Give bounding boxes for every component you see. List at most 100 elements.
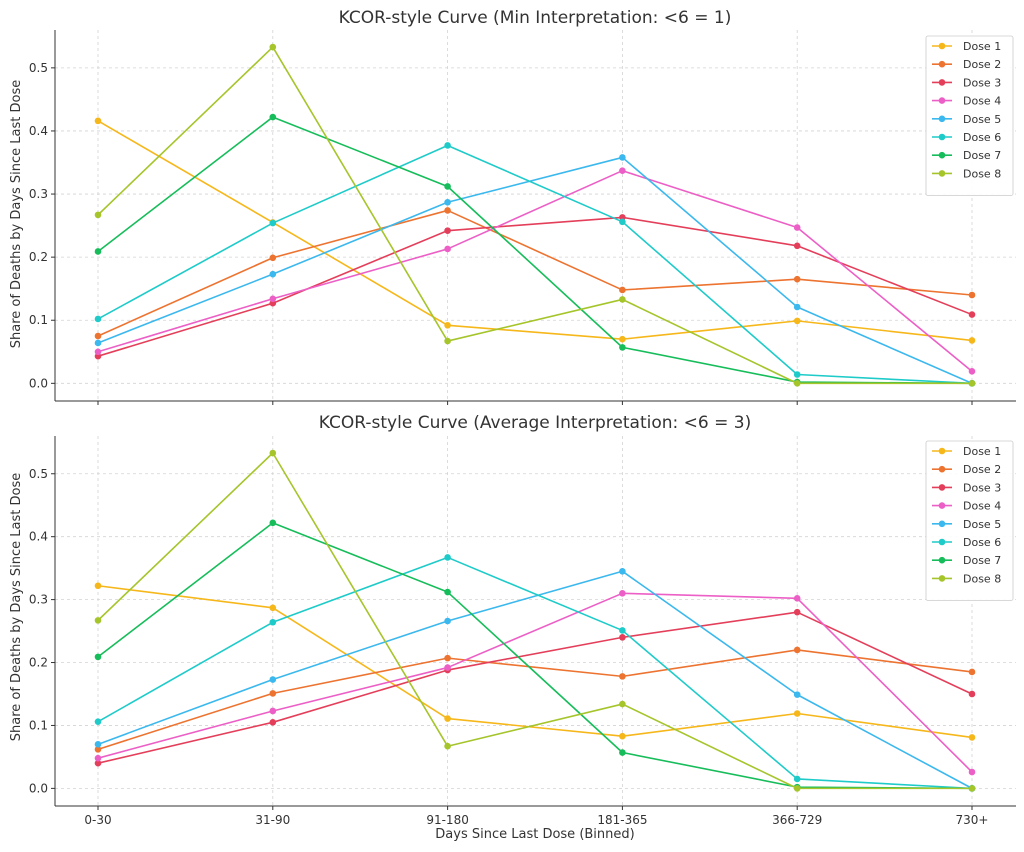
legend-item: Dose 2 xyxy=(932,58,1001,71)
data-point xyxy=(619,732,626,740)
legend: Dose 1 Dose 2 Dose 3 Dose 4 Dose 5 Dose 6 Dose… xyxy=(925,440,1014,602)
data-point xyxy=(619,700,626,708)
legend-label: Dose 4 xyxy=(963,95,1001,108)
legend-item: Dose 8 xyxy=(932,167,1001,180)
data-point xyxy=(968,768,976,776)
series-dose-8 xyxy=(94,449,976,792)
legend-swatch-marker xyxy=(938,447,946,455)
data-point xyxy=(793,646,801,654)
legend-label: Dose 3 xyxy=(963,76,1001,89)
data-point xyxy=(793,371,801,378)
legend-item: Dose 6 xyxy=(932,536,1001,549)
chart-title: KCOR-style Curve (Average Interpretation… xyxy=(319,413,751,433)
data-point xyxy=(94,582,102,590)
data-point xyxy=(269,254,277,262)
legend-item: Dose 1 xyxy=(932,445,1001,458)
legend-swatch-marker xyxy=(938,538,946,546)
legend-label: Dose 8 xyxy=(963,572,1001,585)
data-point xyxy=(619,634,626,641)
data-point xyxy=(444,183,451,190)
series-line xyxy=(97,592,973,773)
legend-item: Dose 7 xyxy=(932,149,1001,162)
y-tick-label: 0.2 xyxy=(29,250,48,264)
data-point xyxy=(793,710,801,717)
data-point xyxy=(444,227,451,234)
y-tick-label: 0.1 xyxy=(29,313,48,327)
legend-label: Dose 3 xyxy=(963,481,1001,494)
data-point xyxy=(793,775,801,783)
x-axis-ticks xyxy=(97,401,973,405)
legend-label: Dose 8 xyxy=(963,167,1001,180)
series-line xyxy=(97,120,973,342)
data-point xyxy=(269,707,277,715)
legend-item: Dose 1 xyxy=(932,40,1001,53)
series-dose-4 xyxy=(94,590,976,776)
data-point xyxy=(444,337,451,345)
data-point xyxy=(269,519,277,527)
data-point xyxy=(619,218,626,226)
chart-title: KCOR-style Curve (Min Interpretation: <6… xyxy=(339,8,732,28)
data-point xyxy=(444,321,451,329)
data-point xyxy=(793,303,801,311)
data-point xyxy=(269,618,277,626)
data-point xyxy=(269,295,277,303)
legend-label: Dose 4 xyxy=(963,500,1001,513)
data-point xyxy=(269,719,277,726)
legend-label: Dose 6 xyxy=(963,536,1001,549)
legend-swatch-marker xyxy=(938,170,946,177)
data-point xyxy=(269,219,277,227)
series-line xyxy=(97,584,973,739)
data-point xyxy=(444,588,451,596)
series-line xyxy=(97,216,973,357)
data-point xyxy=(619,344,626,351)
data-point xyxy=(793,691,801,698)
x-axis-label: Days Since Last Dose (Binned) xyxy=(435,827,634,842)
series-line xyxy=(97,452,972,790)
y-tick-label: 0.3 xyxy=(29,593,48,607)
y-tick-label: 0.5 xyxy=(29,61,48,75)
y-tick-label: 0.2 xyxy=(29,656,48,670)
data-point xyxy=(444,742,451,750)
legend-swatch-marker xyxy=(938,60,946,68)
data-point xyxy=(619,167,626,175)
data-point xyxy=(94,718,102,725)
legend-swatch-marker xyxy=(938,151,946,159)
y-tick-label: 0.1 xyxy=(29,718,48,732)
data-point xyxy=(444,664,451,671)
data-point xyxy=(793,595,801,602)
series-line xyxy=(97,144,973,385)
legend-item: Dose 4 xyxy=(932,500,1001,513)
legend-label: Dose 2 xyxy=(963,463,1001,476)
data-point xyxy=(619,296,626,303)
data-point xyxy=(793,317,801,325)
series-dose-2 xyxy=(94,646,976,753)
data-point xyxy=(94,617,102,624)
legend-swatch-marker xyxy=(938,556,946,564)
x-tick-label: 91-180 xyxy=(426,813,469,827)
chart-min-interpretation: KCOR-style Curve (Min Interpretation: <6… xyxy=(9,8,1016,405)
legend-label: Dose 7 xyxy=(963,554,1001,567)
data-point xyxy=(94,746,102,753)
data-point xyxy=(94,117,102,125)
x-tick-label: 181-365 xyxy=(597,813,647,827)
data-point xyxy=(619,673,626,680)
data-point xyxy=(94,332,102,340)
legend-swatch-marker xyxy=(938,133,946,141)
series-line xyxy=(97,46,972,385)
series-dose-7 xyxy=(94,519,976,792)
legend-label: Dose 6 xyxy=(963,131,1001,144)
data-point xyxy=(444,207,451,214)
series-line xyxy=(97,556,973,790)
series-line xyxy=(97,169,973,372)
series-line xyxy=(97,209,973,337)
data-point xyxy=(619,335,626,343)
series-dose-5 xyxy=(94,154,976,387)
y-tick-label: 0.0 xyxy=(29,781,48,795)
series-dose-8 xyxy=(94,43,976,387)
legend-swatch-marker xyxy=(938,484,946,491)
data-point xyxy=(793,785,801,792)
data-point xyxy=(968,668,976,676)
data-point xyxy=(444,617,451,625)
series-line xyxy=(97,116,973,385)
data-point xyxy=(968,380,976,387)
